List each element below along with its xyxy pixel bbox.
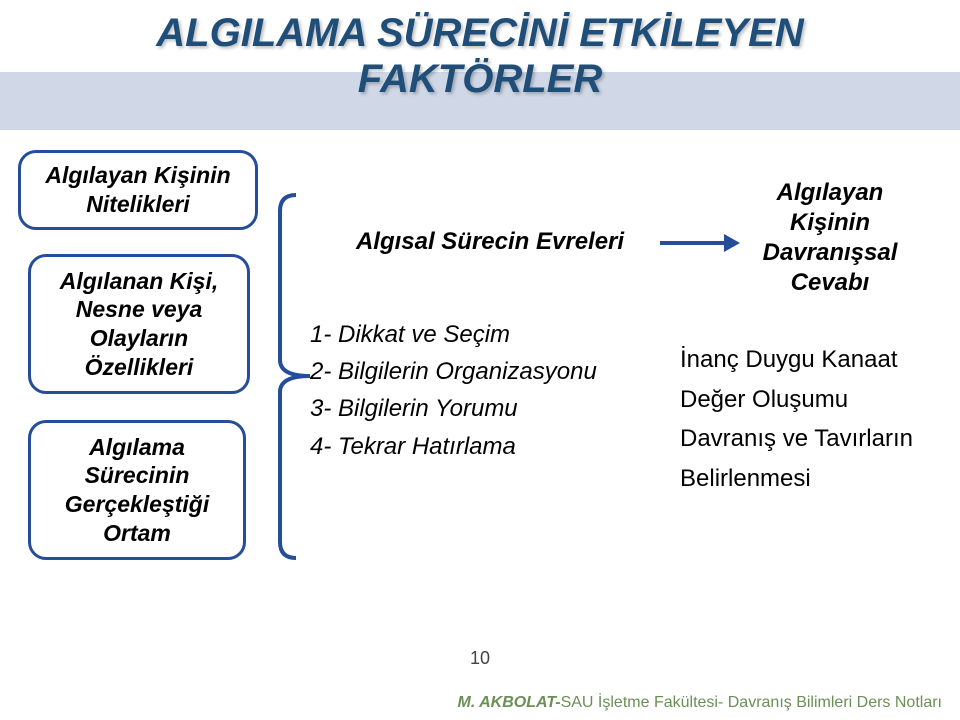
footer-author: M. AKBOLAT-: [457, 694, 560, 711]
left-bubble-1: Algılayan Kişinin Nitelikleri: [18, 150, 258, 230]
right-head-l3: Davranışsal: [740, 238, 920, 268]
mid-item-2: 2- Bilgilerin Organizasyonu: [310, 353, 670, 390]
right-item-1: İnanç Duygu Kanaat: [680, 340, 950, 380]
slide-title: ALGILAMA SÜRECİNİ ETKİLEYEN FAKTÖRLER: [0, 10, 960, 102]
footer-credit: M. AKBOLAT-SAU İşletme Fakültesi- Davran…: [457, 694, 942, 712]
title-line-2: FAKTÖRLER: [0, 56, 960, 102]
right-item-4: Belirlenmesi: [680, 459, 950, 499]
left-bubble-3-text: Algılama Sürecinin Gerçekleştiği Ortam: [41, 433, 233, 548]
title-line-1: ALGILAMA SÜRECİNİ ETKİLEYEN: [0, 10, 960, 56]
right-item-3: Davranış ve Tavırların: [680, 419, 950, 459]
left-bubble-3: Algılama Sürecinin Gerçekleştiği Ortam: [28, 420, 246, 560]
curly-brace: [280, 195, 310, 558]
right-head-l1: Algılayan: [740, 178, 920, 208]
mid-item-4: 4- Tekrar Hatırlama: [310, 428, 670, 465]
right-head-l4: Cevabı: [740, 268, 920, 298]
mid-item-1: 1- Dikkat ve Seçim: [310, 316, 670, 353]
page-number: 10: [0, 648, 960, 669]
footer-rest: SAU İşletme Fakültesi- Davranış Bilimler…: [561, 694, 942, 711]
right-list: İnanç Duygu Kanaat Değer Oluşumu Davranı…: [680, 340, 950, 498]
middle-column: Algısal Sürecin Evreleri 1- Dikkat ve Se…: [310, 228, 670, 465]
right-head-l2: Kişinin: [740, 208, 920, 238]
right-heading: Algılayan Kişinin Davranışsal Cevabı: [740, 178, 920, 298]
left-bubble-2-text: Algılanan Kişi, Nesne veya Olayların Öze…: [41, 267, 237, 382]
left-bubble-1-text: Algılayan Kişinin Nitelikleri: [31, 161, 245, 219]
middle-list: 1- Dikkat ve Seçim 2- Bilgilerin Organiz…: [310, 316, 670, 465]
right-item-2: Değer Oluşumu: [680, 380, 950, 420]
middle-title: Algısal Sürecin Evreleri: [310, 228, 670, 256]
arrow-icon: [660, 234, 740, 252]
left-bubble-2: Algılanan Kişi, Nesne veya Olayların Öze…: [28, 254, 250, 394]
mid-item-3: 3- Bilgilerin Yorumu: [310, 390, 670, 427]
